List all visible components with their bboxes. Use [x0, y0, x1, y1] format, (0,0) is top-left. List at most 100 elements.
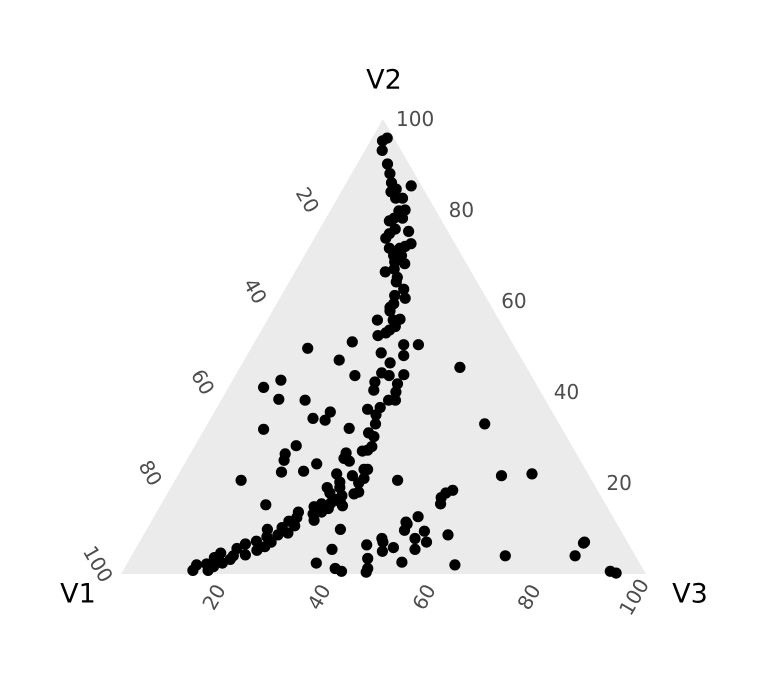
- data-point: [578, 536, 591, 548]
- data-point: [526, 468, 538, 480]
- data-point: [302, 342, 314, 354]
- data-point: [278, 454, 290, 466]
- data-point: [399, 292, 411, 304]
- data-point: [389, 289, 401, 302]
- data-point: [362, 403, 374, 415]
- data-point: [371, 314, 383, 326]
- data-point: [412, 339, 424, 351]
- data-point: [311, 458, 323, 470]
- vertex-label-v3: V3: [672, 579, 708, 610]
- data-point: [216, 557, 228, 569]
- data-point: [329, 562, 341, 575]
- data-point: [390, 192, 402, 204]
- data-point: [338, 452, 350, 464]
- data-point: [326, 543, 338, 556]
- data-point: [384, 357, 396, 369]
- data-point: [369, 418, 382, 430]
- tick-label-v1: 40: [238, 274, 272, 308]
- data-point: [258, 423, 270, 435]
- data-point: [389, 394, 401, 406]
- data-point: [275, 466, 288, 478]
- data-point: [442, 529, 454, 541]
- data-point: [370, 409, 382, 421]
- data-point: [239, 538, 251, 550]
- data-point: [299, 394, 311, 406]
- data-point: [334, 482, 346, 494]
- data-point: [250, 535, 262, 547]
- data-point: [208, 552, 220, 564]
- data-point: [362, 552, 374, 565]
- data-point: [290, 440, 302, 452]
- data-point: [319, 414, 331, 426]
- data-point: [418, 525, 430, 537]
- data-point: [376, 545, 388, 557]
- data-point: [273, 393, 285, 405]
- data-point: [449, 559, 461, 571]
- data-point: [380, 232, 392, 244]
- data-point: [310, 557, 322, 569]
- tick-label-v1: 20: [291, 183, 325, 217]
- tick-label-v2: 60: [501, 289, 526, 313]
- tick-label-v3: 100: [614, 574, 654, 619]
- data-point: [368, 431, 380, 443]
- data-point: [369, 376, 381, 388]
- data-point: [362, 463, 374, 475]
- tick-label-v2: 100: [396, 107, 434, 131]
- data-point: [298, 465, 310, 477]
- data-point: [499, 550, 511, 562]
- tick-label-v3: 40: [302, 580, 336, 614]
- data-point: [307, 412, 319, 424]
- data-point: [401, 518, 413, 530]
- data-point: [409, 532, 421, 545]
- data-point: [384, 168, 396, 180]
- data-point: [435, 498, 447, 510]
- data-point: [368, 384, 380, 396]
- data-point: [187, 564, 199, 577]
- data-point: [346, 336, 358, 348]
- data-point: [239, 549, 251, 561]
- tick-label-v3: 80: [512, 580, 546, 614]
- data-point: [376, 532, 388, 545]
- data-point: [251, 544, 263, 556]
- data-point: [403, 225, 415, 237]
- data-point: [610, 567, 622, 579]
- data-point: [348, 488, 360, 500]
- data-point: [260, 499, 272, 511]
- data-point: [289, 520, 301, 532]
- data-point: [334, 523, 346, 536]
- data-point: [495, 470, 508, 482]
- data-point: [235, 474, 247, 486]
- data-point: [390, 276, 402, 288]
- data-point: [202, 564, 214, 577]
- data-point: [569, 550, 581, 562]
- data-point: [333, 354, 345, 366]
- data-point: [315, 506, 328, 518]
- data-point: [275, 374, 287, 386]
- data-point: [479, 418, 491, 430]
- data-point: [412, 511, 424, 523]
- data-point: [392, 474, 404, 486]
- data-point: [346, 470, 358, 482]
- data-point: [258, 381, 270, 393]
- vertex-label-v1: V1: [60, 579, 96, 610]
- vertex-label-v2: V2: [366, 65, 402, 96]
- data-point: [343, 422, 355, 434]
- data-point: [390, 386, 402, 398]
- data-point: [361, 539, 373, 551]
- data-point: [409, 543, 421, 556]
- data-point: [381, 158, 394, 170]
- tick-label-v2: 40: [554, 380, 579, 404]
- data-point: [384, 305, 396, 317]
- tick-label-v3: 60: [407, 580, 441, 614]
- data-point: [324, 406, 336, 418]
- data-point: [356, 445, 368, 457]
- data-point: [324, 487, 336, 499]
- data-point: [376, 135, 389, 147]
- data-point: [372, 330, 384, 342]
- data-point: [420, 536, 433, 548]
- points-layer: [187, 132, 622, 579]
- data-point: [379, 266, 391, 278]
- tick-label-v1: 60: [186, 365, 220, 399]
- data-point: [454, 361, 466, 373]
